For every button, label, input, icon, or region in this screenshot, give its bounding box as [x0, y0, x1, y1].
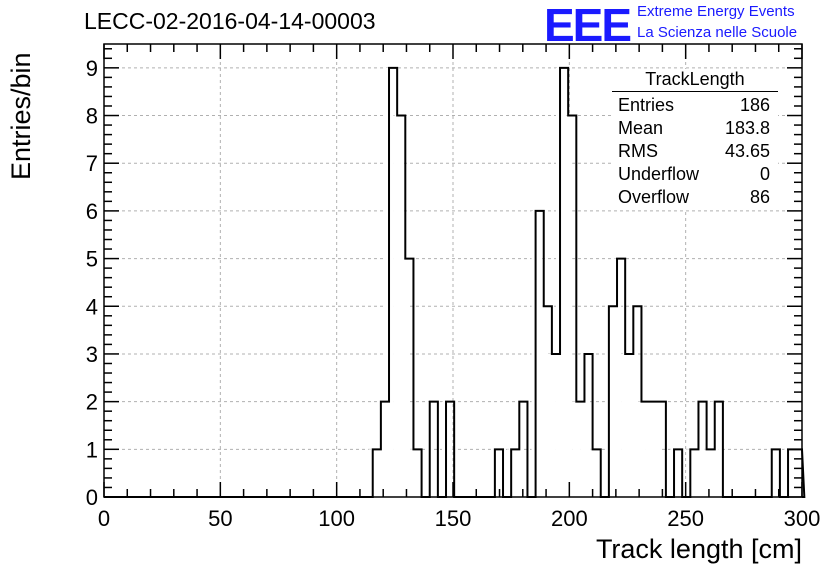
stats-label: RMS	[618, 141, 658, 161]
stats-row-overflow: Overflow 86	[612, 186, 778, 209]
y-tick-label: 6	[86, 199, 98, 224]
x-tick-label: 200	[551, 506, 588, 531]
stats-value: 0	[759, 164, 770, 184]
histogram-bin-fill	[621, 353, 630, 497]
stats-row-rms: RMS 43.65	[612, 140, 778, 163]
histogram-bin-fill	[612, 258, 622, 497]
stats-value: 43.65	[724, 141, 770, 161]
y-tick-label: 7	[86, 151, 98, 176]
histogram-bin-fill	[547, 353, 556, 497]
y-tick-label: 8	[86, 104, 98, 129]
stats-label: Mean	[618, 118, 664, 138]
x-tick-label: 300	[784, 506, 821, 531]
stats-value: 183.8	[724, 118, 770, 138]
stats-value: 186	[739, 95, 770, 115]
stats-title: TrackLength	[612, 69, 778, 92]
eee-logo: EEE	[544, 0, 632, 51]
histogram-bin-fill	[572, 401, 581, 497]
x-axis-label: Track length [cm]	[595, 534, 802, 564]
y-tick-label: 4	[86, 294, 98, 319]
histogram-bin-fill	[792, 449, 801, 497]
histogram-bin-fill	[645, 401, 654, 497]
histogram-bin-fill	[539, 306, 548, 497]
chart-title: LECC-02-2016-04-14-00003	[84, 8, 376, 34]
y-tick-label: 2	[86, 390, 98, 415]
y-tick-label: 9	[86, 56, 98, 81]
histogram-bin-fill	[580, 353, 589, 497]
histogram-bin-fill	[702, 449, 711, 497]
stats-row-entries: Entries 186	[612, 94, 778, 117]
x-tick-label: 250	[667, 506, 704, 531]
histogram-bin-fill	[564, 115, 573, 498]
stats-row-mean: Mean 183.8	[612, 117, 778, 140]
stats-label: Entries	[618, 95, 675, 115]
histogram-bin-fill	[637, 401, 646, 497]
x-tick-label: 150	[435, 506, 472, 531]
y-tick-label: 5	[86, 247, 98, 272]
histogram-bin-fill	[393, 115, 402, 498]
logo-subtitle-1: Extreme Energy Events	[637, 3, 795, 20]
stats-row-underflow: Underflow 0	[612, 163, 778, 186]
stats-value: 86	[749, 187, 770, 207]
x-tick-label: 50	[208, 506, 232, 531]
logo-subtitle-2: La Scienza nelle Scuole	[637, 24, 798, 41]
x-tick-label: 0	[98, 506, 110, 531]
y-tick-label: 3	[86, 342, 98, 367]
stats-label: Underflow	[618, 164, 700, 184]
x-tick-label: 100	[318, 506, 355, 531]
stats-label: Overflow	[618, 187, 690, 207]
y-tick-label: 1	[86, 437, 98, 462]
histogram-bin-fill	[401, 258, 410, 497]
y-axis-label: Entries/bin	[6, 52, 36, 180]
histogram-bin-fill	[653, 401, 662, 497]
histogram-bin-fill	[409, 449, 418, 497]
y-tick-label: 0	[86, 485, 98, 510]
histogram-bin-fill	[629, 306, 638, 497]
histogram-bin-fill	[588, 449, 597, 497]
stats-box: TrackLength Entries 186 Mean 183.8 RMS 4…	[612, 69, 778, 209]
